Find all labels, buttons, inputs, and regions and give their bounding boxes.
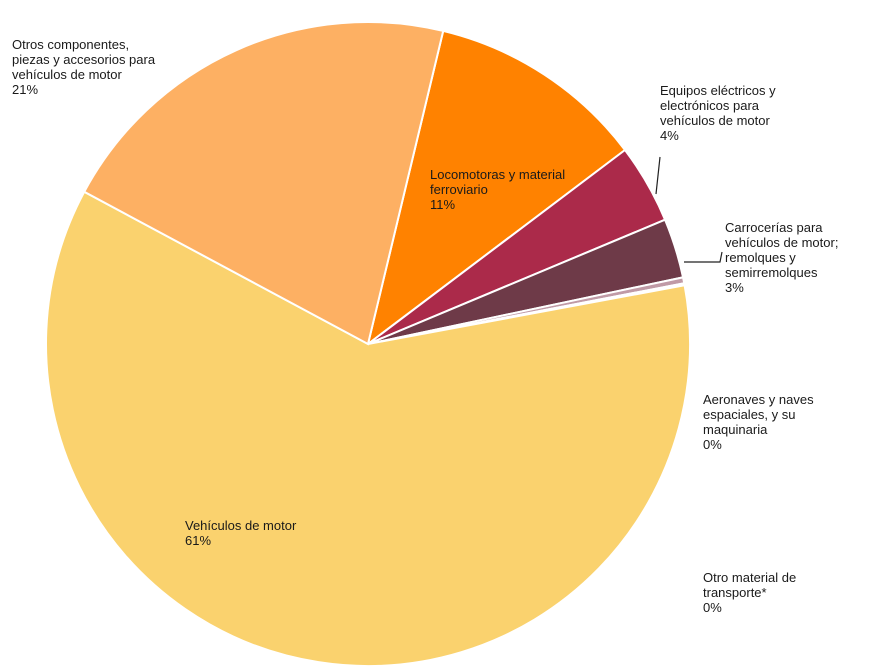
label-carrocerias: Carrocerías para vehículos de motor; rem… (725, 205, 838, 310)
label-vehiculos-de-motor: Vehículos de motor 61% (185, 503, 296, 563)
label-otro-material: Otro material de transporte* 0% (703, 555, 796, 630)
leader-line-carrocerias (684, 252, 722, 262)
label-otros-componentes: Otros componentes, piezas y accesorios p… (12, 22, 155, 112)
label-aeronaves: Aeronaves y naves espaciales, y su maqui… (703, 377, 814, 467)
leader-line-equipos (656, 157, 660, 194)
label-locomotoras: Locomotoras y material ferroviario 11% (430, 152, 565, 227)
label-equipos-electricos: Equipos eléctricos y electrónicos para v… (660, 68, 776, 158)
